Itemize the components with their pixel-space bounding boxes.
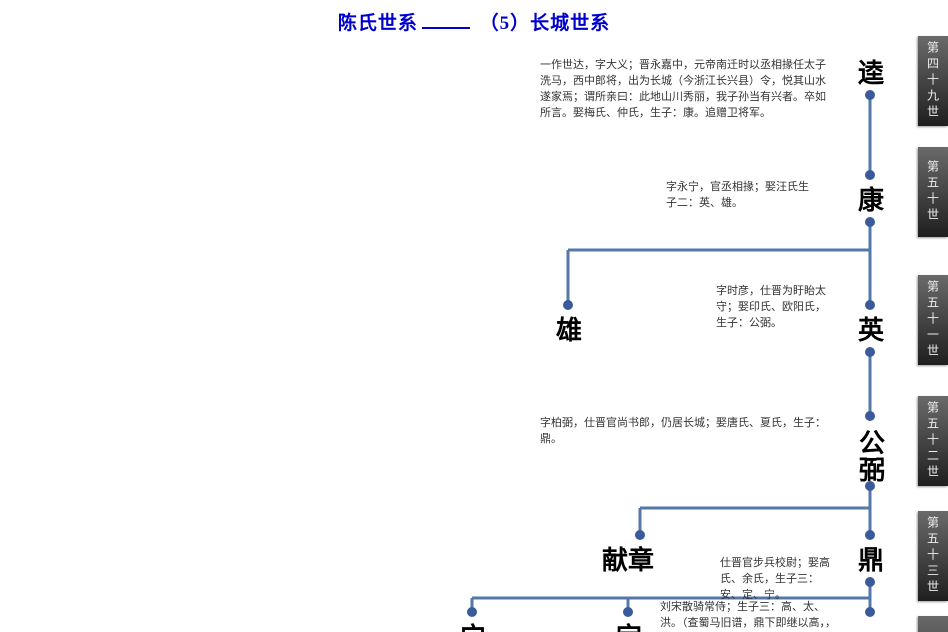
node-ying: 英	[858, 317, 884, 344]
page-title: 陈氏世系 （5）长城世系	[0, 8, 948, 35]
node-gongbi: 公弼	[858, 430, 886, 485]
node-dingR: 鼎	[858, 547, 884, 574]
generation-label: 第五十世	[918, 147, 948, 237]
generation-label: 第五十	[918, 616, 948, 632]
connector-dot	[623, 607, 633, 617]
title-part2: （5）长城世系	[480, 13, 611, 34]
connector-dot	[865, 90, 875, 100]
generation-label: 第四十九世	[918, 36, 948, 126]
title-part1: 陈氏世系	[338, 13, 418, 34]
node-dingL: 定	[616, 624, 642, 632]
connector-dot	[865, 577, 875, 587]
node-da: 逵	[858, 60, 884, 87]
description-text: 字时彦，仕晋为盱眙太守；娶印氏、欧阳氏，生子：公弼。	[716, 284, 836, 332]
connector-dot	[563, 300, 573, 310]
description-text: 字永宁，官丞相掾；娶汪氏生子二：英、雄。	[666, 180, 816, 212]
connector-dot	[865, 607, 875, 617]
generation-label: 第五十三世	[918, 511, 948, 601]
node-kang: 康	[858, 187, 884, 214]
connector-dot	[635, 530, 645, 540]
connector-dot	[865, 170, 875, 180]
generation-label: 第五十二世	[918, 396, 948, 486]
node-ning: 宁	[460, 624, 486, 632]
node-xiong: 雄	[556, 317, 582, 344]
connector-dot	[467, 607, 477, 617]
connector-dot	[865, 481, 875, 491]
connector-dot	[865, 217, 875, 227]
generation-label: 第五十一世	[918, 275, 948, 365]
description-text: 一作世达，字大义；晋永嘉中，元帝南迁时以丞相掾任太子洗马，西中郎将，出为长城（今…	[540, 58, 830, 122]
connector-dot	[865, 347, 875, 357]
connector-dot	[865, 300, 875, 310]
title-underline	[422, 27, 470, 29]
node-xianzhang: 献章	[602, 547, 654, 574]
connector-dot	[865, 530, 875, 540]
description-text: 字柏弼，仕晋官尚书郎，仍居长城；娶唐氏、夏氏，生子：鼎。	[540, 416, 830, 448]
description-text: 刘宋散骑常侍；生子三：高、太、洪。（查蜀马旧谱，鼎下即继以高，，缺安、定、宁、	[660, 600, 840, 632]
description-text: 仕晋官步兵校尉；娶高氏、余氏，生子三：安、定、宁。	[720, 556, 836, 604]
connector-dot	[865, 411, 875, 421]
